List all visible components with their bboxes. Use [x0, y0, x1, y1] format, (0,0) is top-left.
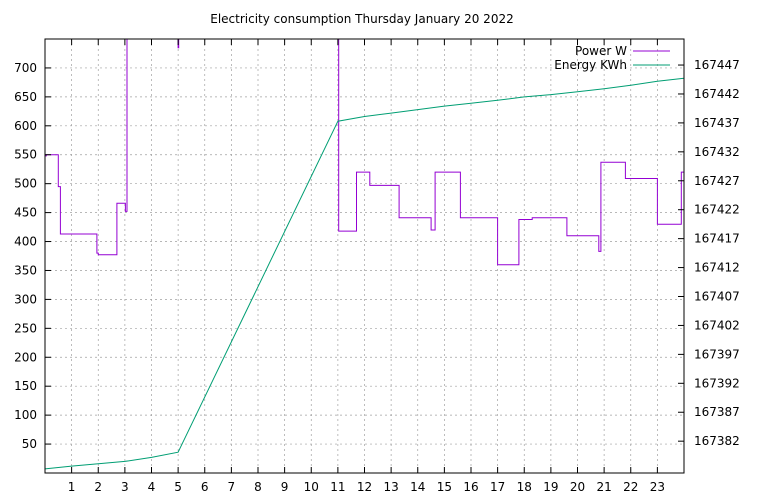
x-tick-label: 5: [174, 480, 182, 494]
x-tick-label: 3: [121, 480, 129, 494]
series-layer: [44, 38, 685, 470]
y-tick-label: 100: [14, 408, 37, 422]
x-tick-label: 12: [357, 480, 372, 494]
legend-label-power: Power W: [575, 44, 627, 58]
y-tick-label: 300: [14, 292, 37, 306]
x-tick-label: 4: [148, 480, 156, 494]
x-tick-label: 8: [254, 480, 262, 494]
y2-tick-label: 167397: [694, 347, 740, 361]
y-tick-label: 50: [22, 437, 37, 451]
chart-title: Electricity consumption Thursday January…: [210, 12, 513, 26]
y2-tick-label: 167432: [694, 145, 740, 159]
x-tick-label: 16: [463, 480, 478, 494]
x-tick-label: 22: [623, 480, 638, 494]
x-tick-label: 20: [570, 480, 585, 494]
x-tick-label: 14: [410, 480, 425, 494]
y2-tick-label: 167422: [694, 203, 740, 217]
grid-layer: [45, 39, 684, 473]
y2-tick-label: 167447: [694, 58, 740, 72]
y2-tick-label: 167412: [694, 261, 740, 275]
x-tick-label: 6: [201, 480, 209, 494]
tick-layer: 1 2 3 4 5 6 7 8 9 10 11 12 13 14 15 16 17 18 19 20 21 22 23501…: [14, 39, 740, 494]
x-tick-label: 9: [281, 480, 289, 494]
y2-tick-label: 167382: [694, 434, 740, 448]
y2-tick-label: 167392: [694, 376, 740, 390]
y-tick-label: 550: [14, 148, 37, 162]
y2-tick-label: 167417: [694, 232, 740, 246]
x-tick-label: 17: [490, 480, 505, 494]
y-tick-label: 600: [14, 119, 37, 133]
y2-tick-label: 167387: [694, 405, 740, 419]
y-tick-label: 450: [14, 206, 37, 220]
x-tick-label: 10: [304, 480, 319, 494]
y-tick-label: 150: [14, 379, 37, 393]
x-tick-label: 11: [330, 480, 345, 494]
y-tick-label: 200: [14, 350, 37, 364]
x-tick-label: 18: [517, 480, 532, 494]
y-tick-label: 400: [14, 235, 37, 249]
x-tick-label: 23: [650, 480, 665, 494]
y-tick-label: 500: [14, 177, 37, 191]
legend: Power W Energy KWh: [554, 44, 670, 72]
y2-tick-label: 167427: [694, 174, 740, 188]
y-tick-label: 650: [14, 90, 37, 104]
x-tick-label: 13: [383, 480, 398, 494]
y-tick-label: 350: [14, 263, 37, 277]
y2-tick-label: 167442: [694, 87, 740, 101]
x-tick-label: 1: [68, 480, 76, 494]
x-tick-label: 7: [228, 480, 236, 494]
series-line-power: [45, 38, 684, 266]
x-tick-label: 19: [543, 480, 558, 494]
legend-label-energy: Energy KWh: [554, 58, 627, 72]
x-tick-label: 21: [596, 480, 611, 494]
y2-tick-label: 167437: [694, 116, 740, 130]
y2-tick-label: 167407: [694, 290, 740, 304]
y-tick-label: 700: [14, 61, 37, 75]
y2-tick-label: 167402: [694, 318, 740, 332]
y-tick-label: 250: [14, 321, 37, 335]
series-line-energy: [44, 77, 685, 470]
x-tick-label: 2: [94, 480, 102, 494]
x-tick-label: 15: [437, 480, 452, 494]
